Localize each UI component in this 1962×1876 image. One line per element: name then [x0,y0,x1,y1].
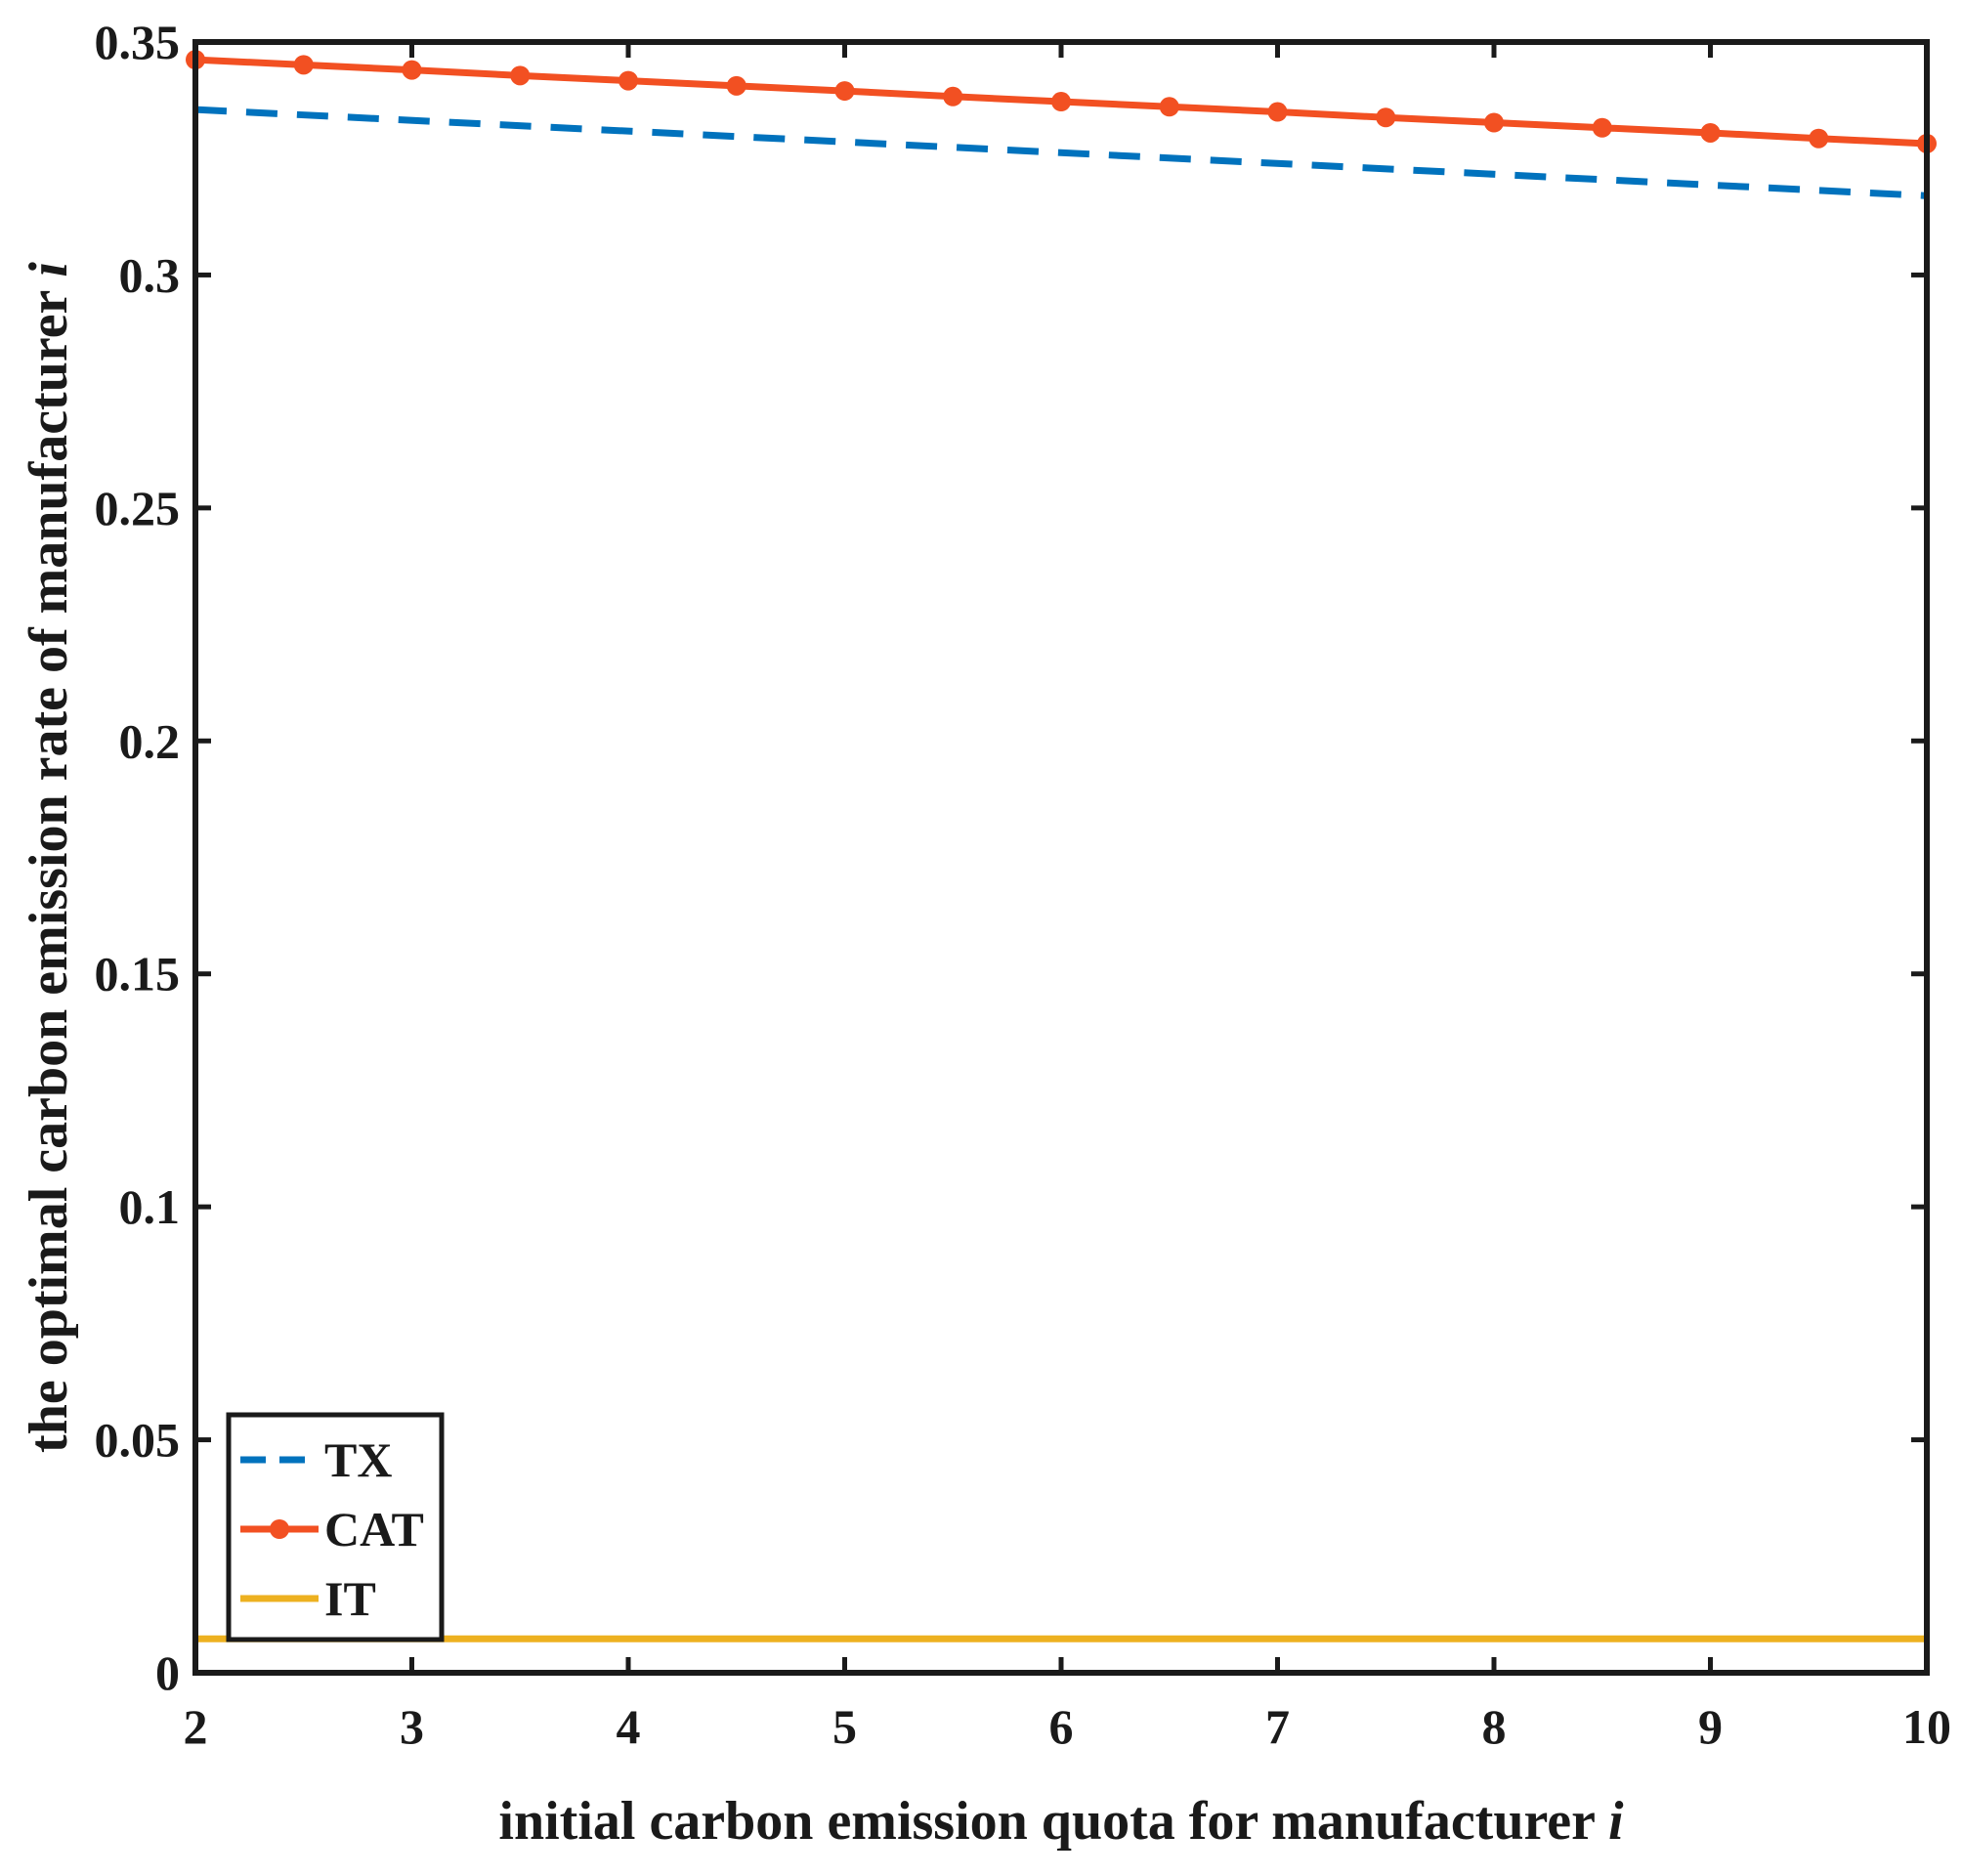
series-cat [186,50,1937,153]
plot-frame [192,39,1930,1676]
data-point-cat [1267,102,1288,122]
y-tick-label: 0.15 [95,947,181,1002]
x-tick-label: 8 [1482,1699,1507,1754]
series-layer [186,50,1937,1642]
legend-entry-it: IT [240,1571,376,1626]
data-point-cat [834,81,855,102]
y-tick-labels: 0 0.05 0.1 0.15 0.2 0.25 0.3 0.35 [95,15,181,1700]
y-tick-label: 0.25 [95,481,181,535]
data-point-cat [618,70,638,91]
x-tick-label: 5 [832,1699,857,1754]
series-line-tx [194,106,1928,199]
ticks-layer [192,39,1930,1676]
data-point-cat [510,65,531,86]
x-tick-label: 6 [1049,1699,1074,1754]
legend-label: TX [324,1432,392,1487]
legend-label: CAT [324,1502,424,1556]
x-axis-label: initial carbon emission quota for manufa… [498,1791,1624,1852]
y-tick-label: 0.05 [95,1413,181,1468]
data-point-cat [943,86,963,107]
data-point-cat [1376,107,1396,128]
data-point-cat [726,75,746,96]
x-tick-label: 3 [400,1699,424,1754]
data-point-cat [1592,117,1612,138]
data-point-cat [293,55,314,75]
legend-entry-tx: TX [240,1432,392,1487]
x-tick-label: 7 [1265,1699,1290,1754]
legend-label: IT [324,1571,376,1626]
x-tick-label: 4 [617,1699,641,1754]
data-point-cat [402,60,422,80]
legend: TX CAT IT [226,1412,445,1642]
data-point-cat [1809,128,1829,149]
data-point-cat [1159,97,1179,117]
legend-marker [270,1519,289,1539]
data-point-cat [1700,122,1721,143]
legend-entry-cat: CAT [240,1502,424,1556]
y-tick-label: 0.1 [119,1179,181,1234]
data-point-cat [1484,112,1504,133]
x-tick-label: 9 [1698,1699,1723,1754]
y-tick-label: 0.3 [119,247,181,302]
y-tick-label: 0.2 [119,713,181,768]
x-tick-label: 2 [184,1699,208,1754]
data-point-cat [1051,92,1071,112]
x-tick-labels: 2 3 4 5 6 7 8 9 10 [184,1699,1952,1754]
y-axis-label: the optimal carbon emission rate of manu… [19,262,79,1453]
y-tick-label: 0.35 [95,15,181,69]
x-tick-label: 10 [1902,1699,1951,1754]
series-tx [194,106,1928,199]
y-tick-label: 0 [155,1645,180,1700]
